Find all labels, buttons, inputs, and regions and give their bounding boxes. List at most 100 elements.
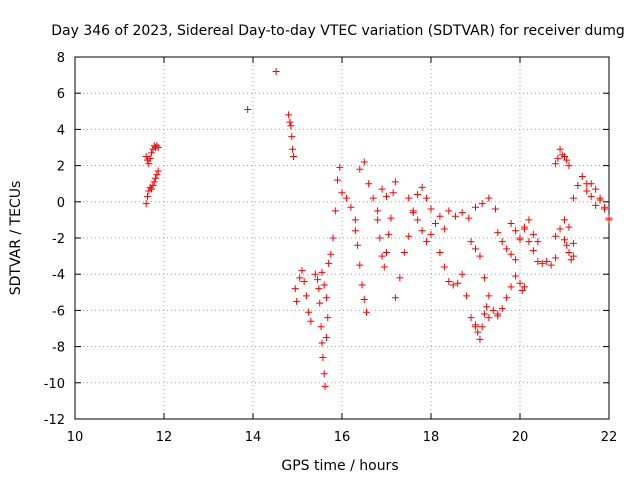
data-point bbox=[405, 194, 413, 202]
data-point bbox=[492, 205, 500, 213]
data-point bbox=[362, 308, 370, 316]
data-point bbox=[150, 178, 158, 186]
data-point bbox=[451, 212, 459, 220]
data-point bbox=[569, 252, 577, 260]
series-arc-11.6-b bbox=[142, 167, 162, 208]
data-point bbox=[563, 241, 571, 249]
data-point bbox=[389, 189, 397, 197]
data-point bbox=[321, 382, 329, 390]
data-point bbox=[525, 238, 533, 246]
data-point bbox=[324, 314, 332, 322]
data-point bbox=[480, 310, 488, 318]
data-point bbox=[289, 145, 297, 153]
data-point bbox=[483, 303, 491, 311]
data-point bbox=[596, 194, 604, 202]
series-arc-15.0-15.3 bbox=[291, 267, 315, 325]
data-point bbox=[485, 194, 493, 202]
data-point bbox=[512, 272, 520, 280]
data-point bbox=[587, 180, 595, 188]
data-point bbox=[467, 238, 475, 246]
data-point bbox=[565, 223, 573, 231]
data-point bbox=[485, 314, 493, 322]
data-point bbox=[400, 248, 408, 256]
data-point bbox=[327, 250, 335, 258]
data-point bbox=[605, 216, 613, 224]
data-point bbox=[556, 225, 564, 233]
data-point bbox=[554, 154, 562, 162]
data-point bbox=[458, 270, 466, 278]
data-point bbox=[569, 194, 577, 202]
y-tick-label: -4 bbox=[52, 268, 65, 283]
series-arc-18.9-19.5 bbox=[467, 238, 502, 320]
data-point bbox=[325, 259, 333, 267]
data-point bbox=[144, 192, 152, 200]
series-arc-17.5-18.3 bbox=[405, 194, 448, 246]
series-arc-11.6-a bbox=[142, 142, 162, 168]
data-point bbox=[316, 299, 324, 307]
data-point bbox=[369, 194, 377, 202]
data-point bbox=[552, 232, 560, 240]
data-point bbox=[431, 220, 439, 228]
data-point bbox=[472, 203, 479, 211]
data-point bbox=[440, 263, 448, 271]
data-point bbox=[296, 274, 304, 282]
data-point bbox=[387, 214, 395, 222]
data-point bbox=[601, 203, 609, 211]
x-tick-label: 12 bbox=[156, 430, 173, 445]
x-tick-label: 18 bbox=[423, 430, 440, 445]
data-point bbox=[289, 153, 297, 161]
data-point bbox=[146, 154, 154, 162]
data-point bbox=[552, 254, 560, 262]
grid-lines bbox=[75, 57, 609, 419]
data-point bbox=[374, 216, 382, 224]
data-point bbox=[520, 223, 528, 231]
data-point bbox=[319, 353, 327, 361]
data-point bbox=[320, 281, 328, 289]
series-arc-15.4-15.7 bbox=[311, 270, 332, 390]
data-point bbox=[154, 167, 162, 175]
data-point bbox=[485, 292, 493, 300]
data-point bbox=[153, 171, 161, 179]
data-point bbox=[516, 279, 524, 287]
data-point bbox=[427, 205, 435, 213]
series-arc-20.8-21.2 bbox=[552, 216, 577, 247]
data-point bbox=[374, 207, 382, 215]
x-tick-label: 14 bbox=[245, 430, 262, 445]
data-point bbox=[302, 292, 310, 300]
data-point bbox=[427, 230, 435, 238]
data-point bbox=[449, 281, 457, 289]
data-point bbox=[472, 245, 479, 253]
data-point bbox=[318, 268, 326, 276]
data-point bbox=[314, 276, 322, 284]
data-point bbox=[385, 230, 393, 238]
data-point bbox=[561, 216, 568, 224]
data-point bbox=[391, 294, 399, 302]
data-point bbox=[561, 153, 568, 161]
series-arc-16.3-16.6 bbox=[351, 227, 370, 316]
data-point bbox=[476, 335, 484, 343]
data-point bbox=[380, 263, 388, 271]
data-point bbox=[152, 174, 160, 182]
data-point bbox=[351, 227, 359, 235]
data-point bbox=[494, 229, 502, 237]
data-point bbox=[565, 248, 573, 256]
data-point bbox=[494, 310, 502, 318]
data-point bbox=[543, 258, 551, 266]
x-tick-label: 10 bbox=[67, 430, 84, 445]
data-point bbox=[311, 270, 319, 278]
series-arc-17.0-18.0 bbox=[391, 183, 435, 302]
data-point bbox=[153, 142, 161, 150]
data-point bbox=[529, 230, 537, 238]
data-point bbox=[354, 241, 362, 249]
data-point bbox=[538, 259, 546, 267]
data-point bbox=[142, 153, 150, 161]
data-point bbox=[358, 281, 366, 289]
data-point bbox=[592, 201, 600, 209]
y-tick-label: -10 bbox=[44, 377, 65, 392]
data-point bbox=[149, 182, 157, 190]
data-point bbox=[561, 236, 568, 244]
chart-title: Day 346 of 2023, Sidereal Day-to-day VTE… bbox=[51, 23, 625, 39]
data-point bbox=[556, 145, 564, 153]
data-point bbox=[565, 162, 573, 170]
